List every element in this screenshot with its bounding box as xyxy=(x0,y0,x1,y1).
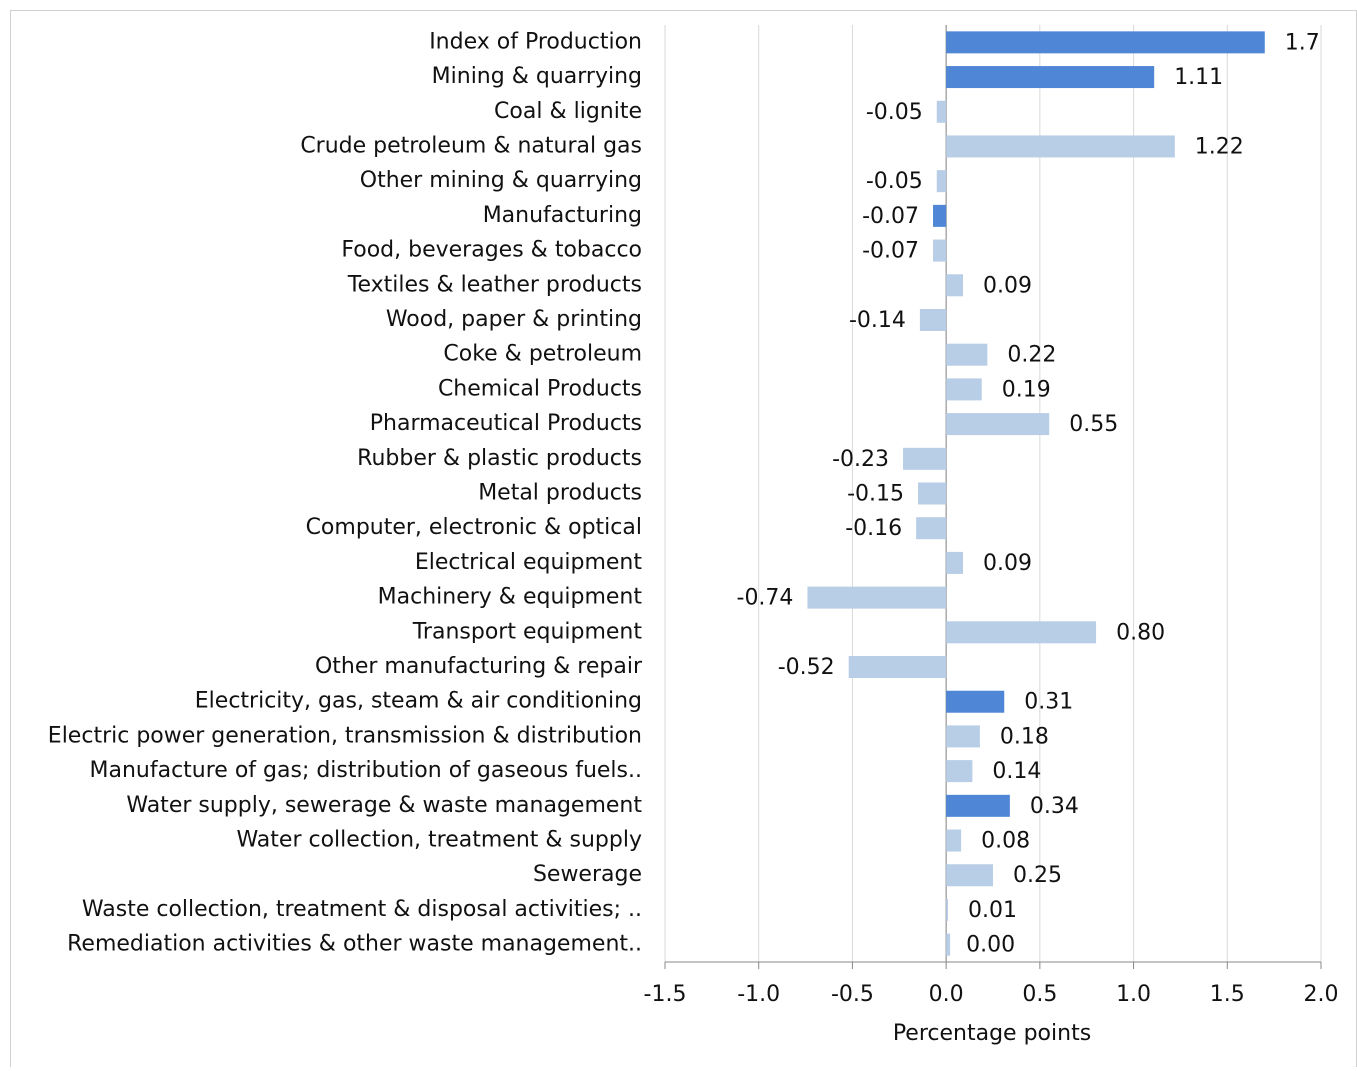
y-tick-label: Manufacture of gas; distribution of gase… xyxy=(90,758,643,783)
value-label: 0.25 xyxy=(1013,863,1062,888)
y-tick-label: Textiles & leather products xyxy=(347,272,642,297)
value-label: -0.07 xyxy=(862,204,919,229)
bar xyxy=(946,343,988,366)
y-tick-label: Water supply, sewerage & waste managemen… xyxy=(126,793,642,818)
bar xyxy=(946,933,951,956)
value-label: 0.31 xyxy=(1024,690,1073,715)
x-tick-label: -1.0 xyxy=(737,982,780,1007)
value-label: -0.15 xyxy=(847,482,904,507)
x-tick-label: -0.5 xyxy=(831,982,874,1007)
bar xyxy=(946,829,962,852)
value-label: 0.08 xyxy=(981,829,1030,854)
y-tick-label: Other mining & quarrying xyxy=(360,168,642,193)
y-tick-label: Rubber & plastic products xyxy=(357,446,642,471)
y-tick-label: Electrical equipment xyxy=(415,550,643,575)
y-tick-label: Sewerage xyxy=(533,862,642,887)
value-label: 0.22 xyxy=(1007,343,1056,368)
value-label: -0.23 xyxy=(832,447,889,472)
y-tick-label: Coal & lignite xyxy=(494,99,642,124)
x-tick-label: -1.5 xyxy=(644,982,687,1007)
y-tick-label: Remediation activities & other waste man… xyxy=(67,932,642,957)
x-tick-label: 0.0 xyxy=(929,982,964,1007)
y-tick-label: Coke & petroleum xyxy=(443,342,642,367)
y-tick-label: Food, beverages & tobacco xyxy=(341,238,642,263)
bar xyxy=(848,656,947,679)
bar xyxy=(933,239,947,262)
y-tick-label: Water collection, treatment & supply xyxy=(236,828,642,853)
value-label: 0.09 xyxy=(983,273,1032,298)
y-tick-label: Transport equipment xyxy=(412,619,643,644)
bar xyxy=(946,725,980,748)
value-label: 0.00 xyxy=(966,933,1015,958)
value-label: 0.18 xyxy=(1000,724,1049,749)
bar xyxy=(946,66,1155,89)
bar xyxy=(916,517,947,540)
value-label: -0.07 xyxy=(862,239,919,264)
y-tick-label: Manufacturing xyxy=(483,203,642,228)
bar xyxy=(919,308,947,331)
value-label: 1.22 xyxy=(1195,134,1244,159)
bar xyxy=(946,135,1175,158)
bar xyxy=(946,551,964,574)
x-tick-label: 1.5 xyxy=(1210,982,1245,1007)
bar xyxy=(807,586,947,609)
value-label: 0.19 xyxy=(1002,377,1051,402)
bar xyxy=(946,864,993,887)
bar xyxy=(903,447,947,470)
x-tick-label: 1.0 xyxy=(1116,982,1151,1007)
bar xyxy=(936,100,947,123)
bar xyxy=(946,413,1050,436)
y-tick-label: Electricity, gas, steam & air conditioni… xyxy=(195,689,642,714)
value-label: 0.34 xyxy=(1030,794,1079,819)
bar xyxy=(946,621,1097,644)
bar xyxy=(946,760,973,783)
x-tick-label: 0.5 xyxy=(1022,982,1057,1007)
value-label: -0.16 xyxy=(845,516,902,541)
y-tick-label: Wood, paper & printing xyxy=(386,307,642,332)
bar xyxy=(946,898,949,921)
y-tick-label: Waste collection, treatment & disposal a… xyxy=(82,897,642,922)
y-tick-label: Pharmaceutical Products xyxy=(370,411,642,436)
value-label: -0.05 xyxy=(866,169,923,194)
value-label: 0.55 xyxy=(1069,412,1118,437)
x-axis-title: Percentage points xyxy=(893,1021,1091,1046)
bar xyxy=(918,482,947,505)
value-label: -0.05 xyxy=(866,100,923,125)
bar xyxy=(946,794,1010,817)
x-tick-label: 2.0 xyxy=(1304,982,1339,1007)
bar xyxy=(946,378,982,401)
bar xyxy=(946,690,1005,713)
bar xyxy=(936,170,947,193)
y-tick-label: Index of Production xyxy=(429,29,642,54)
value-label: 1.11 xyxy=(1174,65,1223,90)
value-label: 0.09 xyxy=(983,551,1032,576)
value-label: 1.7 xyxy=(1285,30,1320,55)
y-tick-label: Machinery & equipment xyxy=(378,585,643,610)
y-tick-label: Mining & quarrying xyxy=(432,64,642,89)
value-label: -0.14 xyxy=(849,308,906,333)
bar xyxy=(946,274,964,297)
value-label: -0.74 xyxy=(737,586,794,611)
y-tick-label: Electric power generation, transmission … xyxy=(48,723,642,748)
value-label: 0.01 xyxy=(968,898,1017,923)
bar xyxy=(946,31,1265,54)
y-tick-label: Metal products xyxy=(478,481,642,506)
y-tick-label: Other manufacturing & repair xyxy=(315,654,643,679)
y-tick-label: Chemical Products xyxy=(438,376,642,401)
value-label: -0.52 xyxy=(778,655,835,680)
y-tick-label: Crude petroleum & natural gas xyxy=(300,133,642,158)
value-label: 0.14 xyxy=(992,759,1041,784)
value-label: 0.80 xyxy=(1116,620,1165,645)
bar xyxy=(933,204,947,227)
y-tick-label: Computer, electronic & optical xyxy=(306,515,642,540)
